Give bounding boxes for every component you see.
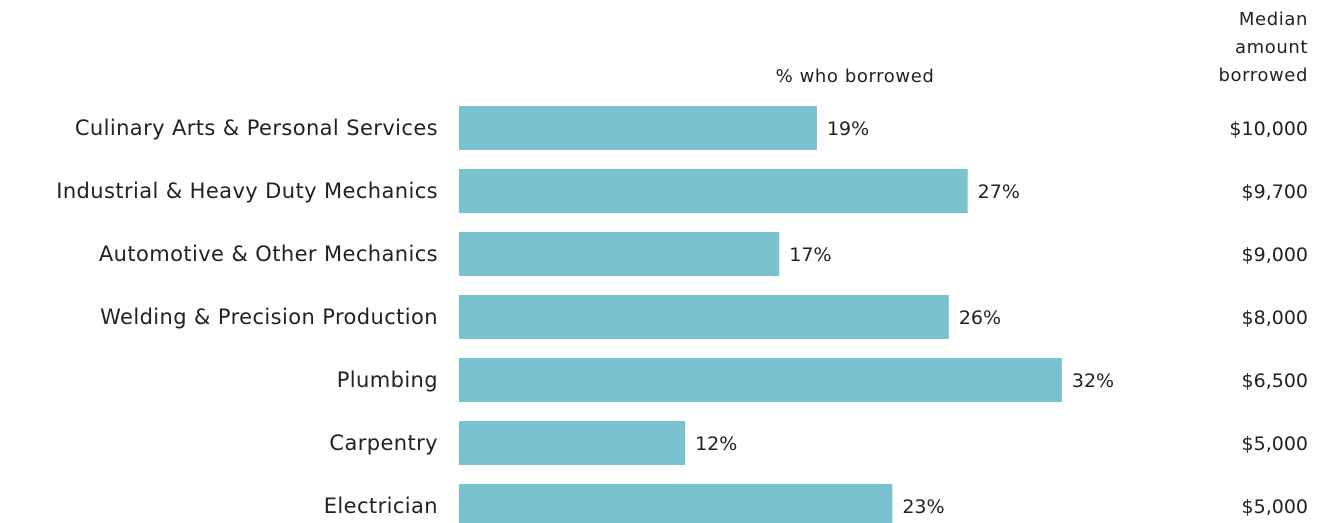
bar [459, 484, 893, 523]
category-label: Electrician [324, 494, 438, 518]
value-label: 12% [695, 433, 737, 455]
category-label: Welding & Precision Production [100, 305, 438, 329]
bar [459, 106, 817, 150]
category-label: Carpentry [329, 431, 438, 455]
bar [459, 421, 686, 465]
category-label: Culinary Arts & Personal Services [75, 116, 438, 140]
median-amount-label: $9,700 [1242, 181, 1308, 203]
median-header-line-2: amount [1235, 37, 1308, 58]
value-label: 32% [1072, 370, 1114, 392]
bar [459, 232, 780, 276]
median-header-line-3: borrowed [1218, 65, 1308, 86]
category-label: Industrial & Heavy Duty Mechanics [56, 179, 438, 203]
value-label: 26% [959, 307, 1001, 329]
bar-rows: Culinary Arts & Personal Services 19% $10,… [56, 106, 1308, 523]
value-label: 27% [978, 181, 1020, 203]
median-header-line-1: Median [1239, 9, 1308, 30]
bar [459, 358, 1062, 402]
bar [459, 295, 949, 339]
value-label: 17% [789, 244, 831, 266]
value-label: 19% [827, 118, 869, 140]
median-amount-label: $6,500 [1242, 370, 1308, 392]
median-amount-label: $8,000 [1242, 307, 1308, 329]
value-label: 23% [902, 496, 944, 518]
median-amount-label: $5,000 [1242, 496, 1308, 518]
median-amount-label: $10,000 [1229, 118, 1308, 140]
percent-header: % who borrowed [776, 66, 935, 87]
median-amount-label: $5,000 [1242, 433, 1308, 455]
category-label: Plumbing [337, 368, 438, 392]
median-amount-label: $9,000 [1242, 244, 1308, 266]
category-label: Automotive & Other Mechanics [99, 242, 438, 266]
bar [459, 169, 968, 213]
